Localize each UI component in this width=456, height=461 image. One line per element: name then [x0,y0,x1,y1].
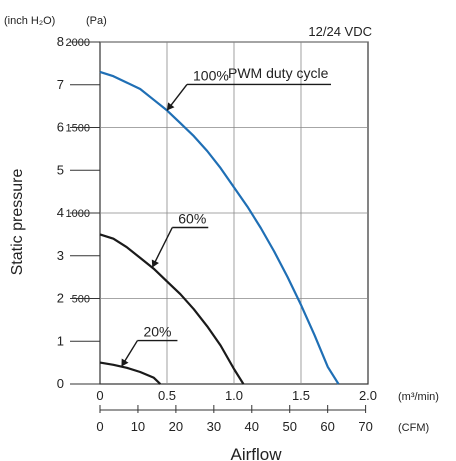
y-inch-tick-label: 4 [57,205,64,220]
y-inch-tick-label: 6 [57,120,64,135]
grid [99,41,369,385]
y-inch-tick-label: 2 [57,291,64,306]
x-primary-tick-label: 2.0 [359,388,377,403]
x-secondary-tick-label: 10 [131,419,145,434]
y-axis-title: Static pressure [9,169,26,276]
x-secondary-tick-label: 20 [169,419,183,434]
x-unit-secondary: (CFM) [398,422,429,434]
voltage-annotation: 12/24 VDC [308,24,372,39]
x-unit-primary: (m³/min) [398,391,439,403]
x-secondary-tick-label: 50 [282,419,296,434]
x-primary-tick-label: 1.0 [225,388,243,403]
axes: 500 1000 1500 2000 0 0.5 1.0 1.5 2.0 0 1 2 3 4 5 6 7 8 0 10… [57,34,377,434]
series-line-60pct [99,233,245,385]
y-inch-tick-label: 0 [57,376,64,391]
series-label: 100% [193,67,229,83]
x-primary-tick-label: 1.5 [292,388,310,403]
x-primary-tick-label: 0.5 [158,388,176,403]
y-inch-tick-label: 1 [57,333,64,348]
y-pa-tick-label: 500 [72,294,90,306]
series-labels: 100% 60% 20% [120,67,331,367]
unit-inch-h2o-label: (inch H₂O) [4,15,55,27]
series-layer [99,70,340,385]
unit-pa-label: (Pa) [86,15,107,27]
label-arrowhead [121,358,129,367]
y-inch-tick-label: 3 [57,248,64,263]
legend-title: PWM duty cycle [228,65,329,81]
y-pa-tick-label: 1500 [66,123,90,135]
x-axis-title: Airflow [230,445,282,461]
y-inch-tick-label: 8 [57,34,64,49]
x-secondary-tick-label: 0 [96,419,103,434]
x-secondary-tick-label: 30 [207,419,221,434]
y-inch-tick-label: 7 [57,77,64,92]
series-line-20pct [99,361,162,385]
y-pa-tick-label: 2000 [66,37,90,49]
x-secondary-tick-label: 40 [245,419,259,434]
label-leader [151,227,173,268]
x-secondary-tick-label: 70 [358,419,372,434]
y-pa-tick-label: 1000 [66,208,90,220]
label-arrowhead [151,259,159,268]
series-line-100pct [99,70,340,385]
y-inch-tick-label: 5 [57,162,64,177]
x-primary-tick-label: 0 [96,388,103,403]
series-label: 20% [143,324,171,340]
label-arrowhead [167,102,175,111]
series-label: 60% [178,211,206,227]
x-secondary-tick-label: 60 [320,419,334,434]
